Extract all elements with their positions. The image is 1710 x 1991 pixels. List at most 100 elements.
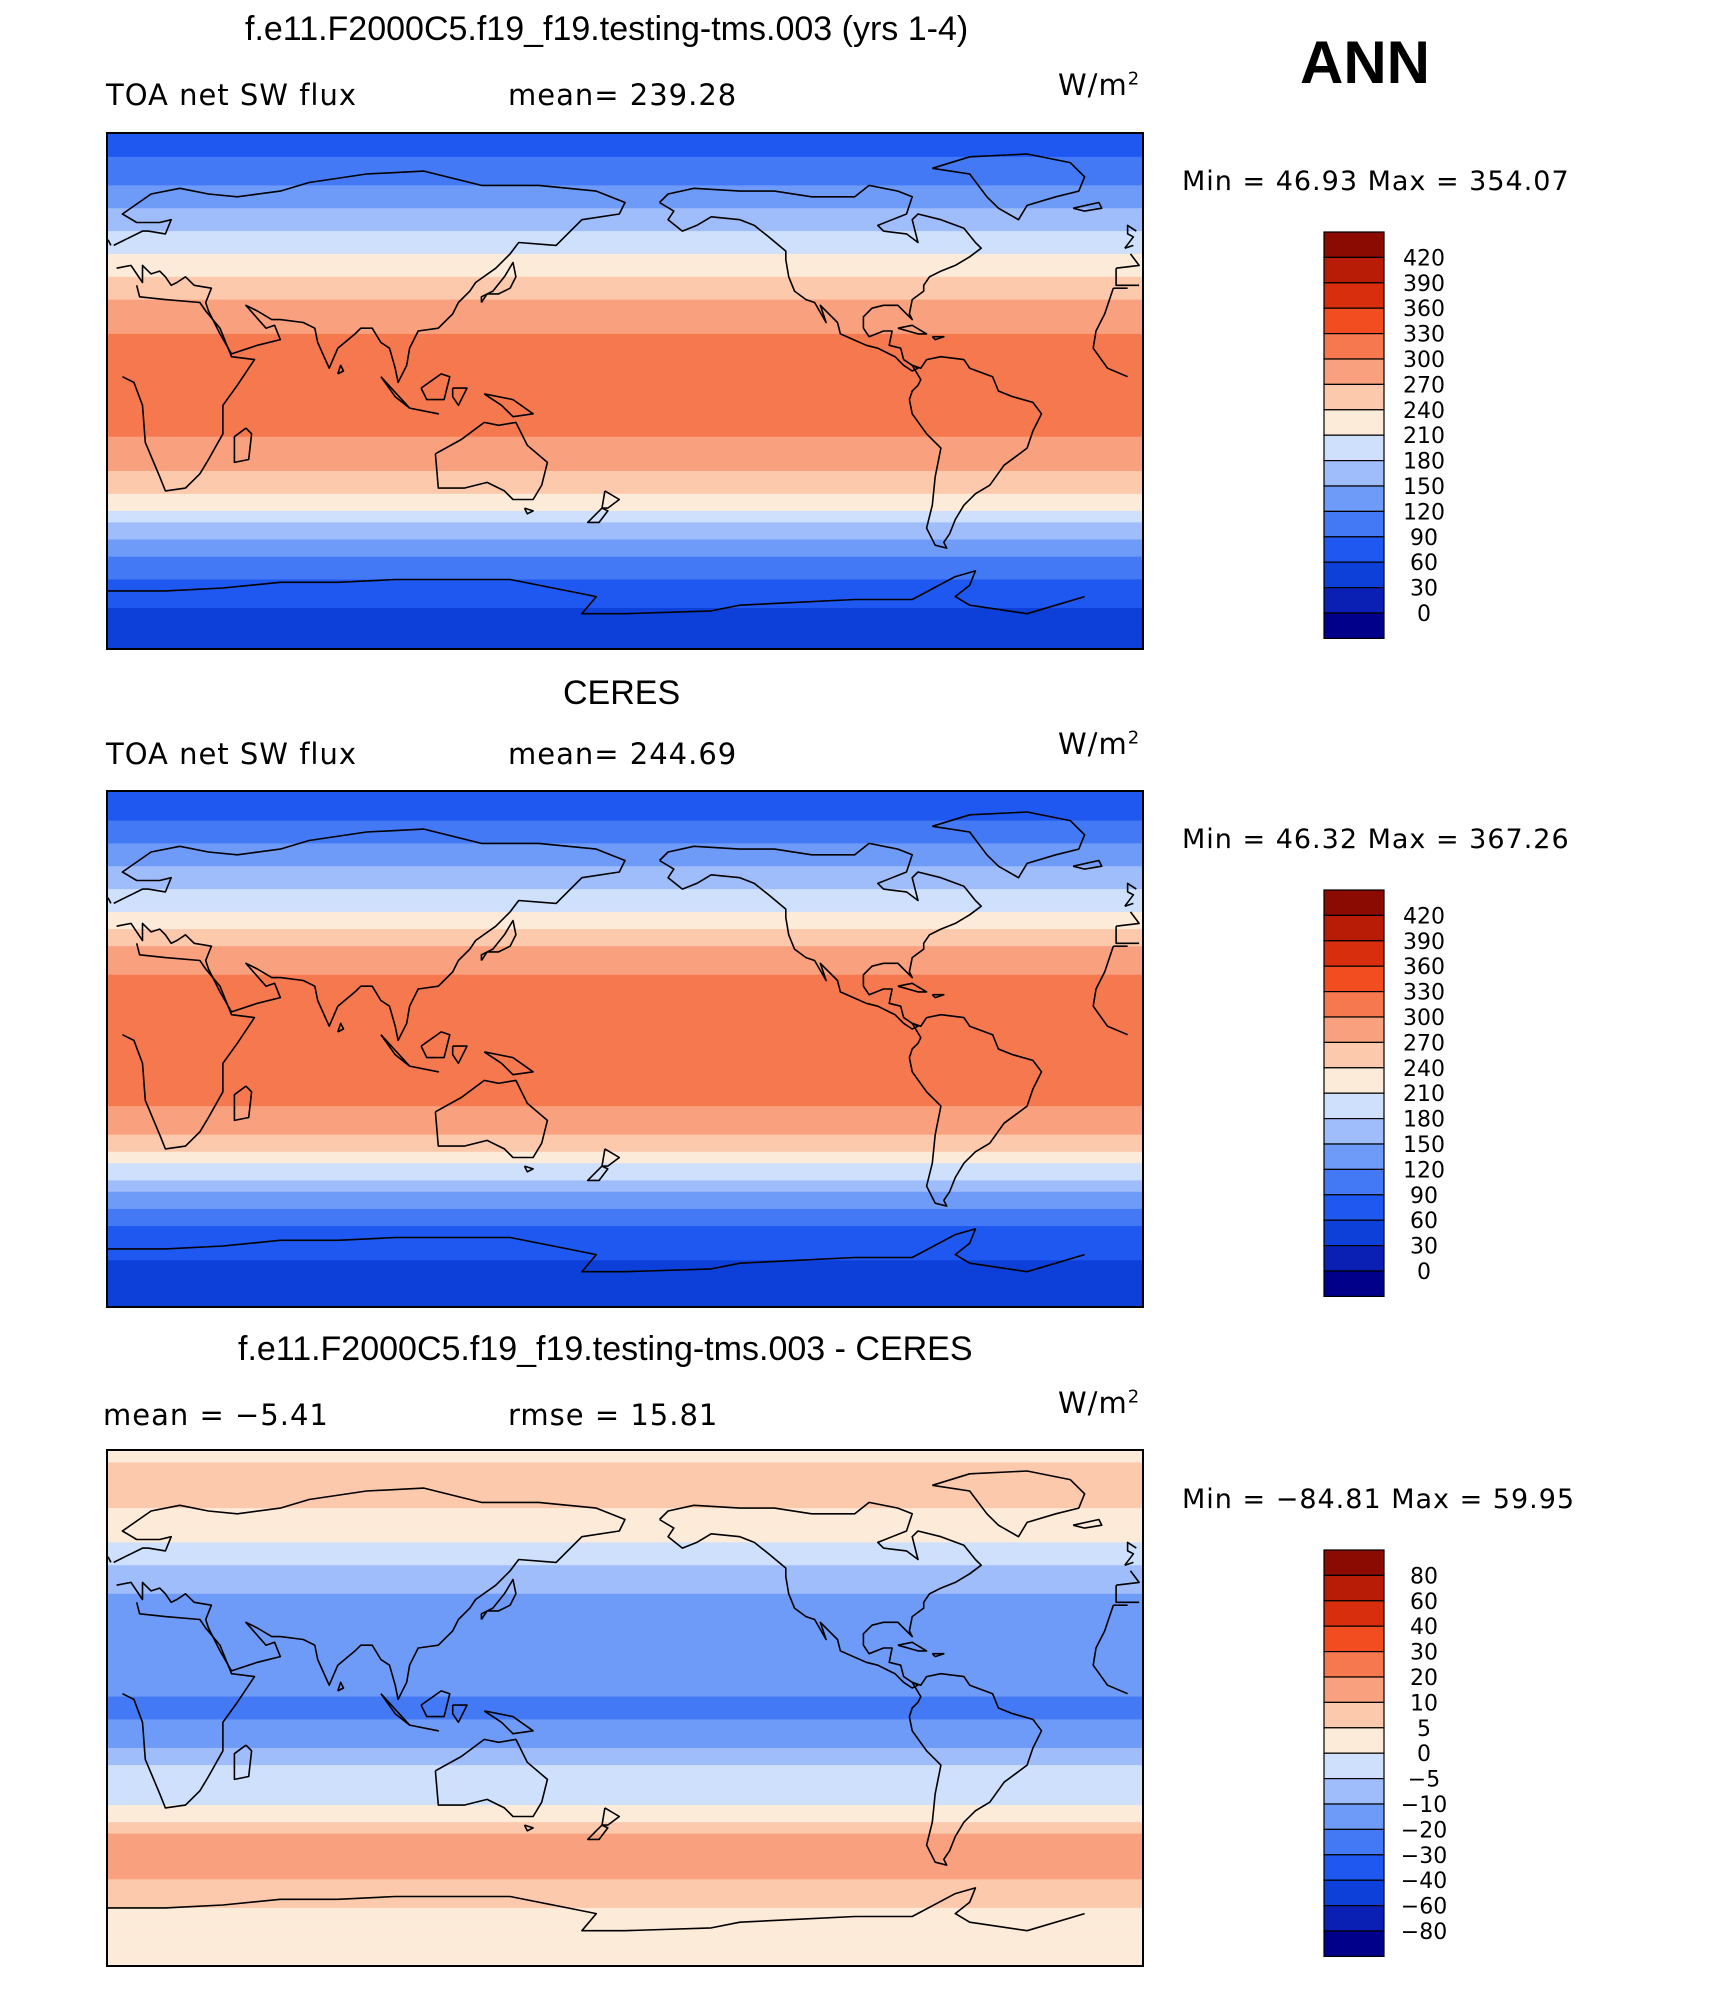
coastline <box>586 1165 609 1182</box>
zonal-band <box>108 505 1142 512</box>
zonal-band <box>108 837 1142 844</box>
zonal-band <box>108 917 1142 924</box>
zonal-band <box>108 453 1142 461</box>
colorbar-tick-label: 20 <box>1410 1666 1438 1691</box>
panel-2-map <box>106 790 1144 1308</box>
zonal-band <box>108 379 1142 386</box>
zonal-band <box>108 1753 1142 1760</box>
colorbar-tick-label: 150 <box>1403 1133 1445 1158</box>
zonal-band <box>108 396 1142 404</box>
coastline <box>483 393 534 418</box>
coastline <box>108 578 625 615</box>
zonal-band <box>108 448 1142 455</box>
coastline <box>1116 253 1140 269</box>
zonal-band <box>108 436 1142 443</box>
coastline <box>420 1031 451 1059</box>
zonal-band <box>108 1203 1142 1210</box>
zonal-band <box>108 980 1142 987</box>
zonal-band <box>108 1816 1142 1823</box>
colorbar-box <box>1323 1118 1385 1145</box>
coastline <box>1072 201 1103 212</box>
colorbar-box <box>1323 1549 1385 1576</box>
coastline <box>451 1704 468 1724</box>
colorbar-tick-label: −5 <box>1408 1768 1440 1793</box>
colorbar-box <box>1323 889 1385 916</box>
zonal-band <box>108 322 1142 329</box>
zonal-band <box>108 516 1142 523</box>
zonal-band <box>108 1885 1142 1892</box>
coastline <box>113 828 626 1042</box>
zonal-band <box>108 1496 1142 1503</box>
colorbar-tick-label: 60 <box>1410 1590 1438 1615</box>
coastline <box>1092 287 1128 378</box>
colorbar-box <box>1323 536 1385 563</box>
zonal-band <box>108 488 1142 495</box>
zonal-band <box>108 316 1142 324</box>
colorbar-box <box>1323 990 1385 1018</box>
zonal-band <box>108 545 1142 552</box>
coastline <box>1115 926 1140 945</box>
zonal-band <box>108 288 1142 295</box>
coastline <box>932 811 1086 879</box>
zonal-band <box>108 1873 1142 1880</box>
zonal-band <box>108 1639 1142 1646</box>
zonal-band <box>108 528 1142 535</box>
zonal-band <box>108 248 1142 255</box>
zonal-band <box>108 1277 1142 1284</box>
zonal-band <box>108 923 1142 930</box>
coastline <box>1115 1585 1140 1604</box>
zonal-band <box>108 1770 1142 1778</box>
zonal-band <box>108 1513 1142 1521</box>
zonal-band <box>108 385 1142 392</box>
coastline <box>434 1738 549 1818</box>
panel-2-units: W/m2 <box>1058 727 1141 761</box>
zonal-band <box>108 1656 1142 1663</box>
zonal-band <box>108 997 1142 1004</box>
zonal-band <box>108 1066 1142 1073</box>
zonal-band <box>108 1288 1142 1296</box>
zonal-band <box>108 854 1142 862</box>
zonal-band <box>108 906 1142 913</box>
colorbar-box <box>1323 1930 1385 1957</box>
zonal-band <box>108 1622 1142 1629</box>
colorbar-tick-label: −80 <box>1401 1920 1447 1945</box>
zonal-band <box>108 831 1142 839</box>
coastline <box>108 1556 112 1563</box>
colorbar-box <box>1323 1727 1385 1754</box>
colorbar-box <box>1323 1803 1385 1830</box>
zonal-band <box>108 493 1142 501</box>
zonal-band <box>108 236 1142 244</box>
zonal-band <box>108 419 1142 426</box>
panel-1-units: W/m2 <box>1058 68 1141 102</box>
panel-2-minmax: Min = 46.32 Max = 367.26 <box>1182 824 1570 855</box>
zonal-band <box>108 636 1142 643</box>
colorbar-tick-label: 180 <box>1403 1108 1445 1133</box>
colorbar-tick-label: 60 <box>1410 1209 1438 1234</box>
zonal-band <box>108 1191 1142 1199</box>
zonal-band <box>108 1020 1142 1027</box>
zonal-band <box>108 1451 1142 1458</box>
zonal-band <box>108 1930 1142 1938</box>
zonal-band <box>108 1879 1142 1886</box>
zonal-band <box>108 533 1142 541</box>
colorbar-box <box>1323 612 1385 639</box>
zonal-band <box>108 1163 1142 1170</box>
zonal-band <box>108 1799 1142 1806</box>
zonal-band <box>108 1111 1142 1119</box>
coastline <box>233 1085 253 1122</box>
zonal-band <box>108 1765 1142 1772</box>
colorbar-box <box>1323 561 1385 589</box>
zonal-band <box>108 351 1142 358</box>
zonal-band <box>108 1827 1142 1835</box>
zonal-band <box>108 191 1142 198</box>
coastline <box>483 1710 534 1735</box>
zonal-band <box>108 1668 1142 1675</box>
coastline <box>122 943 256 1150</box>
zonal-band <box>108 476 1142 483</box>
zonal-band <box>108 1610 1142 1618</box>
zonal-band <box>108 265 1142 272</box>
colorbar-tick-label: 180 <box>1403 450 1445 475</box>
zonal-band <box>108 1736 1142 1743</box>
coastline <box>1072 1518 1103 1529</box>
